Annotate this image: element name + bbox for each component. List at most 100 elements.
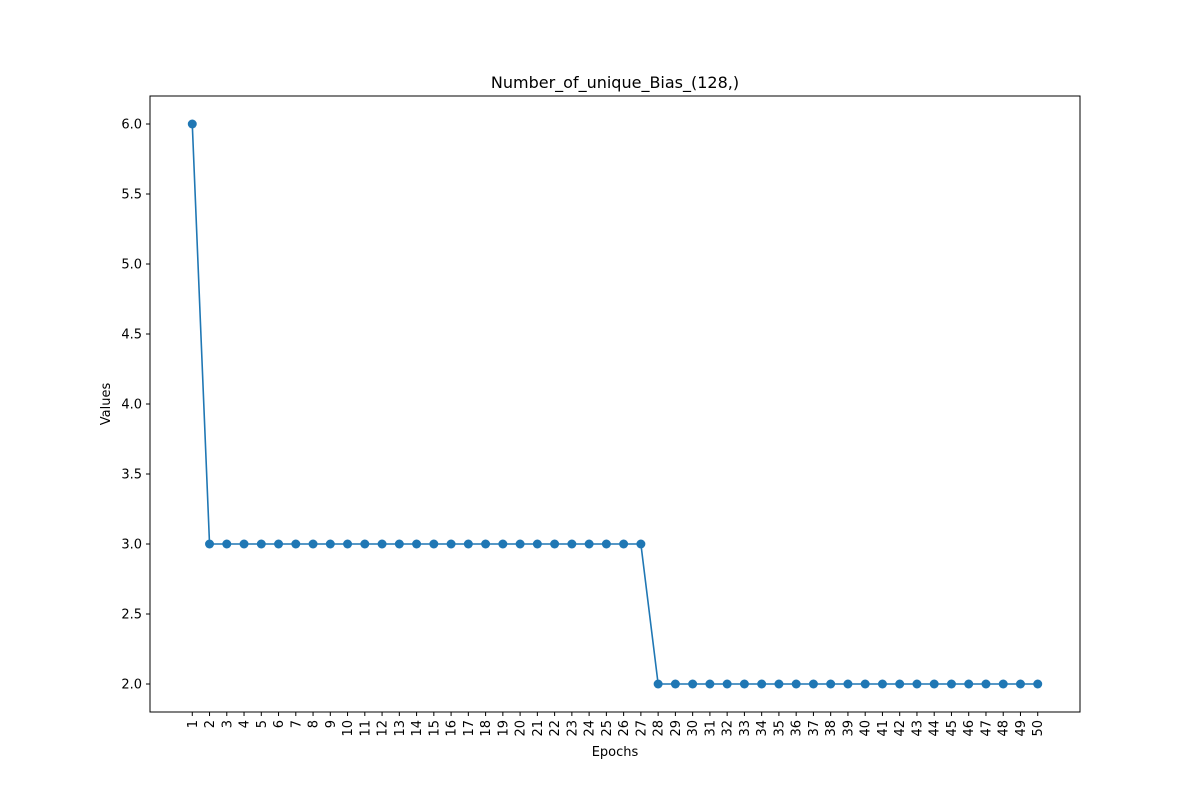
y-tick-label: 3.5 bbox=[121, 468, 142, 483]
x-tick-label: 23 bbox=[565, 720, 580, 737]
data-point bbox=[791, 679, 801, 689]
data-point bbox=[205, 539, 215, 549]
x-tick-label: 8 bbox=[307, 720, 322, 728]
data-point bbox=[550, 539, 560, 549]
x-tick-label: 37 bbox=[807, 720, 822, 737]
data-point bbox=[688, 679, 698, 689]
x-tick-label: 1 bbox=[186, 720, 201, 728]
x-tick-label: 11 bbox=[358, 720, 373, 737]
data-point bbox=[360, 539, 370, 549]
x-tick-label: 43 bbox=[910, 720, 925, 737]
x-tick-label: 9 bbox=[324, 720, 339, 728]
x-tick-label: 48 bbox=[997, 720, 1012, 737]
x-tick-label: 40 bbox=[859, 720, 874, 737]
x-tick-label: 49 bbox=[1014, 720, 1029, 737]
data-point bbox=[463, 539, 473, 549]
x-tick-label: 20 bbox=[514, 720, 529, 737]
x-tick-label: 19 bbox=[496, 720, 511, 737]
data-point bbox=[446, 539, 456, 549]
y-axis: 2.0 2.5 3.0 3.5 4.0 4.5 5.0 5.5 6.0 bbox=[121, 118, 150, 693]
data-point bbox=[826, 679, 836, 689]
y-tick-label: 3.0 bbox=[121, 538, 142, 553]
data-point bbox=[601, 539, 611, 549]
x-tick-label: 12 bbox=[376, 720, 391, 737]
data-point bbox=[877, 679, 887, 689]
x-tick-label: 28 bbox=[652, 720, 667, 737]
x-tick-label: 30 bbox=[686, 720, 701, 737]
plot-area bbox=[187, 119, 1043, 689]
data-point bbox=[532, 539, 542, 549]
x-tick-label: 16 bbox=[445, 720, 460, 737]
x-tick-label: 34 bbox=[755, 720, 770, 737]
data-point bbox=[394, 539, 404, 549]
x-tick-label: 17 bbox=[462, 720, 477, 737]
y-tick-label: 4.0 bbox=[121, 398, 142, 413]
data-point bbox=[774, 679, 784, 689]
x-tick-label: 42 bbox=[893, 720, 908, 737]
data-point bbox=[1015, 679, 1025, 689]
data-point bbox=[946, 679, 956, 689]
x-tick-label: 2 bbox=[203, 720, 218, 728]
data-point bbox=[498, 539, 508, 549]
x-tick-label: 50 bbox=[1031, 720, 1046, 737]
data-point bbox=[291, 539, 301, 549]
data-point bbox=[636, 539, 646, 549]
data-point bbox=[653, 679, 663, 689]
x-tick-label: 35 bbox=[772, 720, 787, 737]
data-point bbox=[739, 679, 749, 689]
y-axis-label: Values bbox=[99, 383, 114, 426]
x-tick-label: 46 bbox=[962, 720, 977, 737]
data-point bbox=[429, 539, 439, 549]
y-tick-label: 4.5 bbox=[121, 328, 142, 343]
data-point bbox=[981, 679, 991, 689]
x-tick-label: 25 bbox=[600, 720, 615, 737]
y-tick-label: 5.0 bbox=[121, 258, 142, 273]
x-tick-label: 33 bbox=[738, 720, 753, 737]
data-point bbox=[998, 679, 1008, 689]
data-point bbox=[308, 539, 318, 549]
data-point bbox=[377, 539, 387, 549]
data-point bbox=[705, 679, 715, 689]
x-tick-label: 41 bbox=[876, 720, 891, 737]
data-point bbox=[256, 539, 266, 549]
x-tick-label: 22 bbox=[548, 720, 563, 737]
data-point bbox=[222, 539, 232, 549]
chart-title: Number_of_unique_Bias_(128,) bbox=[491, 73, 739, 93]
x-tick-label: 4 bbox=[238, 720, 253, 728]
data-point bbox=[187, 119, 197, 129]
x-tick-label: 32 bbox=[721, 720, 736, 737]
x-tick-label: 44 bbox=[928, 720, 943, 737]
x-tick-label: 6 bbox=[272, 720, 287, 728]
data-point bbox=[964, 679, 974, 689]
x-tick-label: 15 bbox=[427, 720, 442, 737]
x-tick-label: 45 bbox=[945, 720, 960, 737]
data-point bbox=[567, 539, 577, 549]
data-point bbox=[1033, 679, 1043, 689]
data-point bbox=[808, 679, 818, 689]
x-axis: 1 2 3 4 5 6 7 8 9 10 11 12 13 14 15 16 17 18 19 20 21 22 23 24 2… bbox=[186, 712, 1046, 737]
x-tick-label: 39 bbox=[841, 720, 856, 737]
x-tick-label: 13 bbox=[393, 720, 408, 737]
x-tick-label: 31 bbox=[703, 720, 718, 737]
x-tick-label: 47 bbox=[979, 720, 994, 737]
x-tick-label: 7 bbox=[289, 720, 304, 728]
data-point bbox=[670, 679, 680, 689]
y-tick-label: 5.5 bbox=[121, 188, 142, 203]
x-tick-label: 29 bbox=[669, 720, 684, 737]
x-tick-label: 14 bbox=[410, 720, 425, 737]
x-tick-label: 21 bbox=[531, 720, 546, 737]
y-tick-label: 6.0 bbox=[121, 118, 142, 133]
x-tick-label: 36 bbox=[790, 720, 805, 737]
x-tick-label: 38 bbox=[824, 720, 839, 737]
y-tick-label: 2.5 bbox=[121, 608, 142, 623]
x-tick-label: 5 bbox=[255, 720, 270, 728]
data-point bbox=[757, 679, 767, 689]
y-tick-label: 2.0 bbox=[121, 678, 142, 693]
data-point bbox=[481, 539, 491, 549]
x-tick-label: 26 bbox=[617, 720, 632, 737]
data-point bbox=[619, 539, 629, 549]
data-point bbox=[929, 679, 939, 689]
data-point bbox=[325, 539, 335, 549]
data-point bbox=[274, 539, 284, 549]
data-point bbox=[722, 679, 732, 689]
